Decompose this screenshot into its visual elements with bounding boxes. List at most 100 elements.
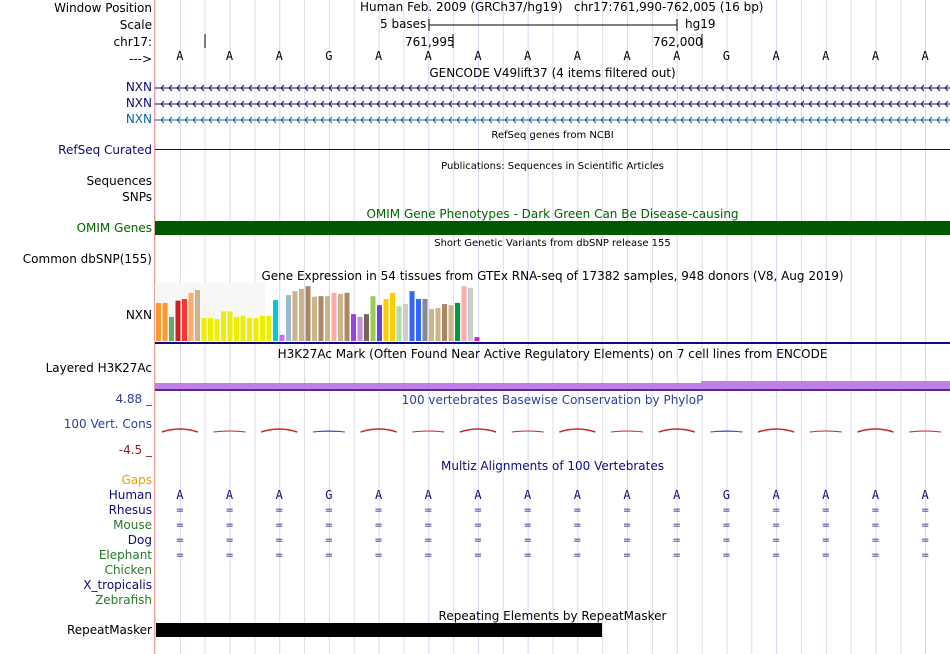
- phylop-wiggle[interactable]: [155, 424, 950, 438]
- h3k27ac-label[interactable]: Layered H3K27Ac: [45, 361, 152, 375]
- publications-sequences-label[interactable]: Sequences: [86, 174, 152, 188]
- gtex-bar-5: [182, 299, 187, 341]
- gtex-bar-45: [442, 304, 447, 341]
- gtex-bar-36: [383, 299, 389, 341]
- multiz-species-dog[interactable]: Dog: [127, 533, 152, 547]
- multiz-rhesus-base-13: =: [771, 505, 781, 516]
- gtex-bar-15: [247, 318, 252, 341]
- gtex-bar-40: [409, 291, 415, 341]
- gtex-label[interactable]: NXN: [125, 308, 152, 322]
- phylop-score-12: [710, 430, 743, 433]
- gencode-title[interactable]: GENCODE V49lift37 (4 items filtered out): [429, 66, 676, 80]
- multiz-species-rhesus[interactable]: Rhesus: [108, 503, 152, 517]
- gencode-label-nxn-1[interactable]: NXN: [125, 80, 152, 94]
- gtex-bar-30: [344, 292, 350, 341]
- phylop-label[interactable]: 100 Vert. Cons: [63, 417, 152, 431]
- phylop-score-14: [809, 430, 842, 433]
- phylop-score-9: [559, 428, 596, 433]
- multiz-dog-base-5: =: [374, 535, 383, 546]
- gencode-label-nxn-2[interactable]: NXN: [125, 96, 152, 110]
- multiz-species-chicken[interactable]: Chicken: [104, 563, 152, 577]
- gtex-bar-21: [286, 295, 291, 341]
- multiz-species-human[interactable]: Human: [108, 488, 152, 502]
- multiz-dog-base-6: =: [424, 535, 433, 546]
- multiz-human-base-3: A: [275, 488, 283, 502]
- gtex-bar-28: [331, 292, 337, 341]
- dbsnp-label[interactable]: Common dbSNP(155): [22, 252, 152, 266]
- gtex-bar-1: [156, 302, 161, 341]
- dbsnp-title[interactable]: Short Genetic Variants from dbSNP releas…: [434, 238, 671, 249]
- multiz-rhesus-base-1: =: [175, 505, 185, 516]
- gtex-bar-14: [240, 315, 246, 341]
- coordinate-762000: 762,000: [653, 35, 703, 49]
- base-14: A: [822, 49, 830, 63]
- gencode-strand-chevrons: [160, 84, 949, 92]
- multiz-dog-base-7: =: [473, 535, 483, 546]
- gtex-bar-27: [325, 296, 330, 341]
- multiz-gaps-label[interactable]: Gaps: [121, 473, 152, 487]
- multiz-human-base-1: A: [176, 488, 184, 502]
- multiz-mouse-base-12: =: [722, 520, 731, 531]
- gtex-bar-35: [377, 305, 382, 341]
- publications-title[interactable]: Publications: Sequences in Scientific Ar…: [441, 161, 664, 172]
- gencode-label-nxn-3[interactable]: NXN: [125, 112, 152, 126]
- repeatmasker-label[interactable]: RepeatMasker: [66, 623, 152, 637]
- multiz-dog-base-13: =: [771, 535, 781, 546]
- multiz-title[interactable]: Multiz Alignments of 100 Vertebrates: [440, 459, 665, 473]
- multiz-human-base-5: A: [374, 488, 383, 502]
- gtex-bar-22: [292, 291, 298, 341]
- phylop-score-2: [213, 430, 246, 433]
- refseq-title[interactable]: RefSeq genes from NCBI: [491, 130, 614, 141]
- h3k27ac-signal[interactable]: [155, 381, 950, 391]
- multiz-mouse-base-6: =: [424, 520, 433, 531]
- gtex-bar-48: [461, 286, 467, 341]
- scale-db: hg19: [685, 17, 716, 31]
- coordinate-761995: 761,995: [405, 35, 455, 49]
- phylop-min: -4.5 _: [118, 443, 152, 457]
- gtex-bar-41: [416, 299, 421, 341]
- multiz-elephant-base-10: =: [622, 550, 632, 561]
- omim-label[interactable]: OMIM Genes: [76, 221, 152, 235]
- gtex-bar-13: [234, 316, 239, 341]
- scale-label: Scale: [119, 18, 152, 32]
- h3k27ac-title[interactable]: H3K27Ac Mark (Often Found Near Active Re…: [277, 347, 828, 361]
- multiz-mouse-base-16: =: [920, 520, 930, 531]
- gtex-title[interactable]: Gene Expression in 54 tissues from GTEx …: [261, 269, 844, 283]
- multiz-species-mouse[interactable]: Mouse: [113, 518, 152, 532]
- multiz-elephant-base-6: =: [424, 550, 433, 561]
- multiz-dog-base-16: =: [920, 535, 930, 546]
- refseq-transcript[interactable]: [155, 149, 950, 150]
- gtex-bar-17: [260, 315, 265, 341]
- gtex-bar-chart[interactable]: [155, 283, 950, 345]
- gtex-bar-24: [305, 286, 311, 341]
- multiz-elephant-base-1: =: [175, 550, 185, 561]
- repeatmasker-element[interactable]: [156, 623, 602, 637]
- repeatmasker-title[interactable]: Repeating Elements by RepeatMasker: [438, 609, 667, 623]
- omim-gene-bar[interactable]: [155, 221, 950, 235]
- multiz-rhesus-base-16: =: [920, 505, 930, 516]
- multiz-rhesus-base-6: =: [424, 505, 433, 516]
- multiz-dog-base-10: =: [622, 535, 632, 546]
- multiz-species-zebrafish[interactable]: Zebrafish: [95, 593, 152, 607]
- multiz-elephant-base-12: =: [722, 550, 731, 561]
- phylop-title[interactable]: 100 vertebrates Basewise Conservation by…: [401, 393, 704, 407]
- multiz-species-x_tropicalis[interactable]: X_tropicalis: [83, 578, 152, 592]
- gtex-bar-33: [364, 314, 369, 341]
- multiz-rhesus-base-4: =: [324, 505, 334, 516]
- omim-title[interactable]: OMIM Gene Phenotypes - Dark Green Can Be…: [366, 207, 739, 221]
- gtex-bar-46: [448, 305, 454, 341]
- position-readout: chr17:761,990-762,005 (16 bp): [573, 0, 764, 14]
- coordinate-ticks: [204, 34, 703, 48]
- gencode-transcripts[interactable]: [155, 80, 950, 128]
- multiz-species-elephant[interactable]: Elephant: [98, 548, 152, 562]
- multiz-mouse-base-4: =: [324, 520, 334, 531]
- base-11: A: [673, 49, 681, 63]
- refseq-label[interactable]: RefSeq Curated: [58, 143, 152, 157]
- multiz-mouse-base-1: =: [175, 520, 185, 531]
- multiz-elephant-base-4: =: [324, 550, 334, 561]
- multiz-dog-base-12: =: [722, 535, 731, 546]
- phylop-score-8: [511, 430, 544, 433]
- h3k27ac-signal-left: [155, 383, 701, 389]
- publications-snps-label[interactable]: SNPs: [122, 190, 152, 204]
- multiz-dog-base-14: =: [821, 535, 830, 546]
